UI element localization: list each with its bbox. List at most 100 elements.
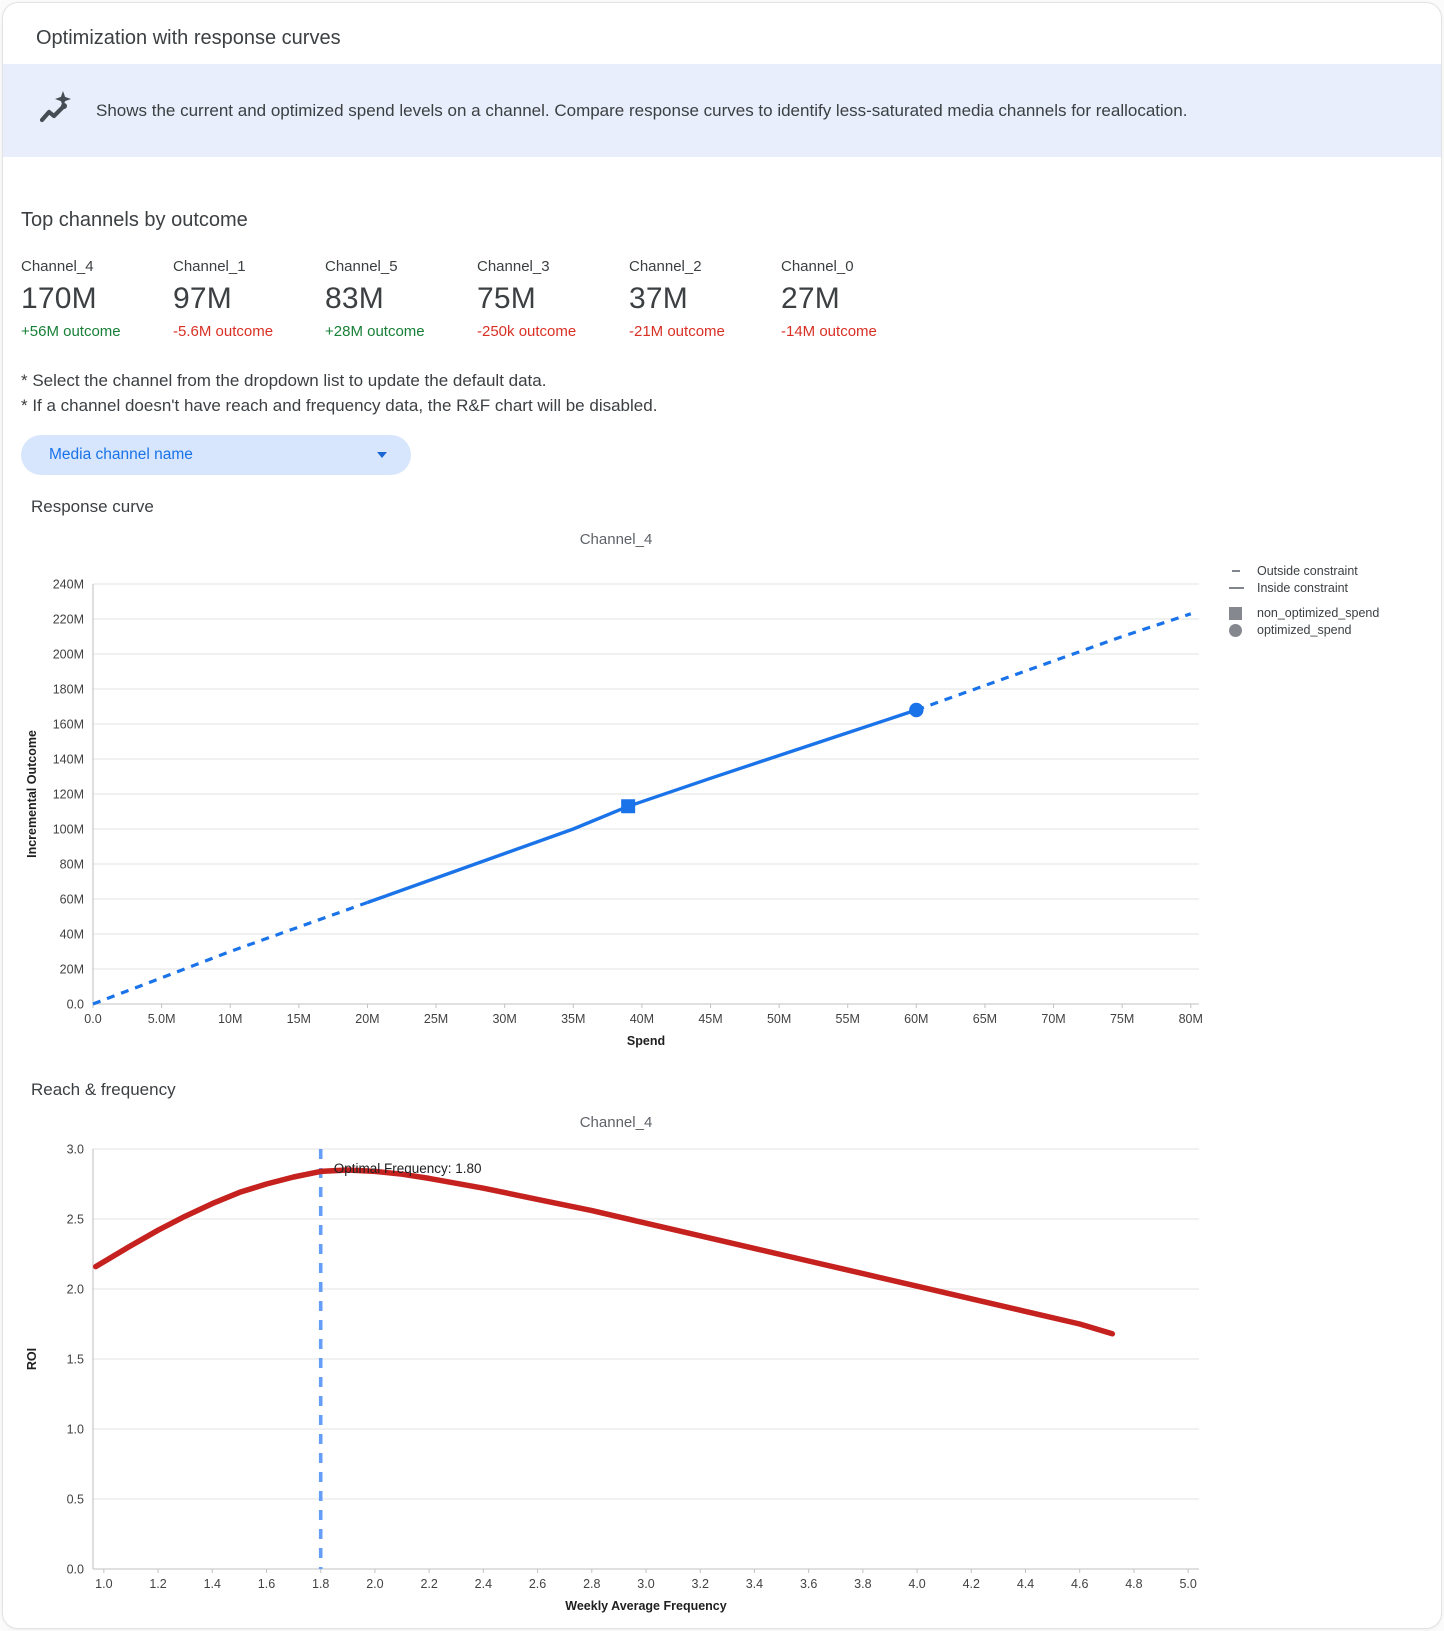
note-line: * If a channel doesn't have reach and fr… (21, 396, 658, 415)
channel-outcome: -21M outcome (629, 323, 725, 340)
channel-card: Channel_2 37M -21M outcome (629, 258, 781, 340)
svg-text:60M: 60M (904, 1012, 928, 1026)
response-chart-legend: Outside constraint Inside constraint non_o… (1229, 561, 1379, 640)
legend-item: Outside constraint (1229, 564, 1379, 578)
svg-text:2.5: 2.5 (67, 1213, 84, 1227)
svg-text:4.6: 4.6 (1071, 1577, 1088, 1591)
svg-text:25M: 25M (424, 1012, 448, 1026)
channel-value: 37M (629, 282, 688, 315)
channel-name: Channel_5 (325, 258, 398, 275)
svg-text:1.0: 1.0 (67, 1423, 84, 1437)
svg-text:4.2: 4.2 (963, 1577, 980, 1591)
optimal-frequency-annotation: Optimal Frequency: 1.80 (334, 1161, 482, 1176)
svg-text:4.4: 4.4 (1017, 1577, 1034, 1591)
svg-text:3.0: 3.0 (67, 1143, 84, 1157)
legend-item: optimized_spend (1229, 623, 1379, 637)
non_optimized_spend-marker (621, 799, 636, 814)
svg-text:200M: 200M (53, 648, 84, 662)
legend-label: non_optimized_spend (1257, 606, 1380, 620)
svg-text:40M: 40M (630, 1012, 654, 1026)
legend-label: optimized_spend (1257, 623, 1352, 637)
channel-name: Channel_2 (629, 258, 702, 275)
reach-frequency-chart: Channel_4 0.0 0.5 1.0 1.5 2.0 2.5 3.0 1.0 1.2 1.4… (21, 1114, 1423, 1628)
channel-value: 170M (21, 282, 97, 315)
svg-text:Spend: Spend (627, 1034, 665, 1048)
svg-text:55M: 55M (836, 1012, 860, 1026)
svg-text:2.0: 2.0 (366, 1577, 383, 1591)
svg-text:140M: 140M (53, 753, 84, 767)
dash-short-legend-marker (1232, 570, 1240, 572)
svg-text:2.8: 2.8 (583, 1577, 600, 1591)
channel-outcome: -14M outcome (781, 323, 877, 340)
svg-text:3.0: 3.0 (637, 1577, 654, 1591)
svg-text:80M: 80M (1179, 1012, 1203, 1026)
channel-outcome: +56M outcome (21, 323, 121, 340)
legend-item: Inside constraint (1229, 581, 1379, 595)
response-curve-chart: Channel_4 0.0 20M 40M 60M 80M 100M 120M 140M 160… (21, 531, 1423, 1058)
svg-text:2.4: 2.4 (475, 1577, 492, 1591)
svg-text:2.0: 2.0 (67, 1283, 84, 1297)
svg-text:1.4: 1.4 (204, 1577, 221, 1591)
legend-label: Inside constraint (1257, 581, 1349, 595)
channel-card: Channel_5 83M +28M outcome (325, 258, 477, 340)
channel-card: Channel_0 27M -14M outcome (781, 258, 933, 340)
svg-text:120M: 120M (53, 788, 84, 802)
svg-text:4.8: 4.8 (1125, 1577, 1142, 1591)
svg-text:30M: 30M (492, 1012, 516, 1026)
top-channels-row: Channel_4 170M +56M outcome Channel_1 97M -5.… (21, 258, 1423, 340)
svg-text:1.6: 1.6 (258, 1577, 275, 1591)
svg-text:0.0: 0.0 (84, 1012, 101, 1026)
svg-text:0.5: 0.5 (67, 1493, 84, 1507)
legend-item: non_optimized_spend (1229, 606, 1379, 620)
svg-text:3.6: 3.6 (800, 1577, 817, 1591)
svg-text:5.0: 5.0 (1179, 1577, 1196, 1591)
svg-text:2.6: 2.6 (529, 1577, 546, 1591)
optimized_spend-marker (909, 702, 924, 718)
svg-text:100M: 100M (53, 823, 84, 837)
svg-text:3.4: 3.4 (746, 1577, 763, 1591)
dropdown-label: Media channel name (49, 446, 193, 463)
svg-text:1.0: 1.0 (95, 1577, 112, 1591)
svg-text:20M: 20M (60, 963, 84, 977)
svg-text:0.0: 0.0 (67, 998, 84, 1012)
info-banner: Shows the current and optimized spend le… (3, 64, 1441, 157)
svg-text:40M: 40M (60, 928, 84, 942)
channel-name: Channel_3 (477, 258, 550, 275)
response-chart-title: Channel_4 (579, 531, 653, 548)
legend-label: Outside constraint (1257, 564, 1358, 578)
rf-chart-title: Channel_4 (579, 1114, 653, 1131)
response-curve-heading: Response curve (31, 497, 154, 516)
channel-outcome: +28M outcome (325, 323, 425, 340)
media-channel-dropdown[interactable]: Media channel name (21, 435, 411, 475)
channel-value: 83M (325, 282, 384, 315)
square-legend-marker (1229, 606, 1242, 620)
svg-text:220M: 220M (53, 613, 84, 627)
channel-name: Channel_4 (21, 258, 94, 275)
svg-text:4.0: 4.0 (908, 1577, 925, 1591)
svg-text:1.8: 1.8 (312, 1577, 329, 1591)
circle-legend-marker (1229, 623, 1242, 637)
svg-text:60M: 60M (60, 893, 84, 907)
svg-text:20M: 20M (355, 1012, 379, 1026)
svg-text:2.2: 2.2 (420, 1577, 437, 1591)
svg-text:3.8: 3.8 (854, 1577, 871, 1591)
svg-text:Weekly Average Frequency: Weekly Average Frequency (565, 1599, 726, 1613)
svg-text:45M: 45M (698, 1012, 722, 1026)
svg-text:70M: 70M (1041, 1012, 1065, 1026)
channel-value: 97M (173, 282, 232, 315)
channel-card: Channel_4 170M +56M outcome (21, 258, 173, 340)
svg-text:ROI: ROI (25, 1348, 39, 1370)
svg-text:0.0: 0.0 (67, 1563, 84, 1577)
channel-name: Channel_1 (173, 258, 246, 275)
svg-text:180M: 180M (53, 683, 84, 697)
svg-text:1.5: 1.5 (67, 1353, 84, 1367)
svg-text:160M: 160M (53, 718, 84, 732)
svg-text:Incremental Outcome: Incremental Outcome (25, 730, 39, 858)
banner-text: Shows the current and optimized spend le… (96, 100, 1188, 120)
svg-text:75M: 75M (1110, 1012, 1134, 1026)
channel-outcome: -5.6M outcome (173, 323, 274, 340)
svg-text:80M: 80M (60, 858, 84, 872)
channel-outcome: -250k outcome (477, 323, 577, 340)
channel-card: Channel_1 97M -5.6M outcome (173, 258, 325, 340)
